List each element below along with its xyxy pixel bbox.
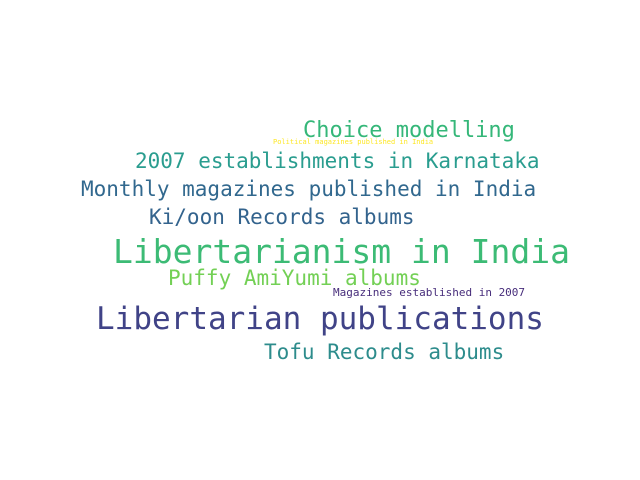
word-monthly-magazines: Monthly magazines published in India bbox=[81, 177, 537, 201]
word-magazines-established-2007: Magazines established in 2007 bbox=[333, 286, 526, 299]
word-tofu-records: Tofu Records albums bbox=[264, 340, 505, 364]
word-2007-establishments: 2007 establishments in Karnataka bbox=[135, 149, 540, 173]
word-choice-modelling: Choice modelling bbox=[303, 118, 515, 143]
word-kioon-records: Ki/oon Records albums bbox=[149, 205, 415, 229]
word-libertarian-publications: Libertarian publications bbox=[96, 301, 544, 337]
word-puffy-amiyumi: Puffy AmiYumi albums bbox=[168, 266, 421, 290]
word-libertarianism-india: Libertarianism in India bbox=[113, 232, 570, 271]
word-political-magazines: Political magazines published in India bbox=[273, 138, 434, 146]
